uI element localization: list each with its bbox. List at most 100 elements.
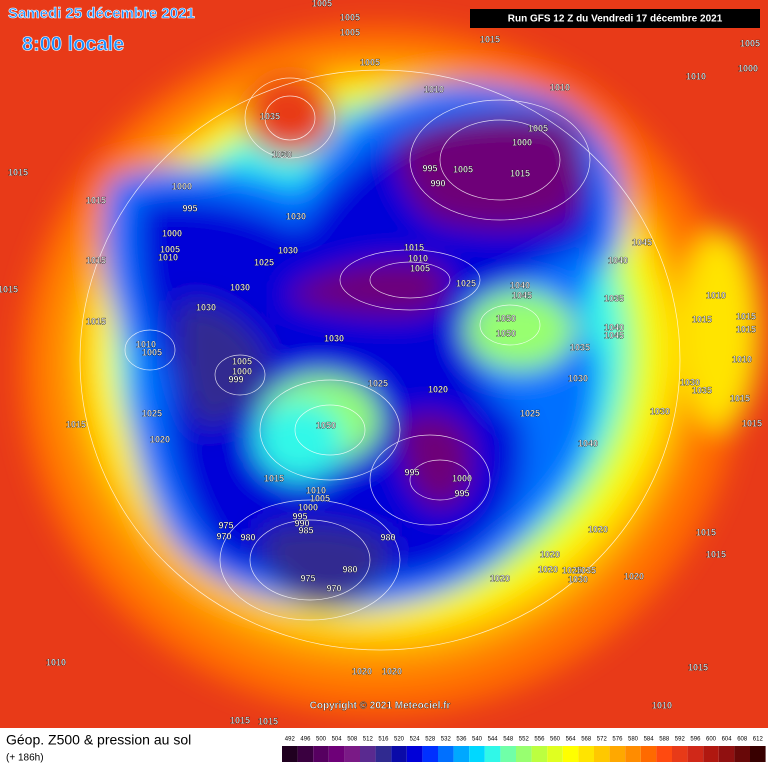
colorbar-swatch <box>391 746 407 762</box>
colorbar-tick-label: 536 <box>456 737 467 743</box>
pressure-label: 1025 <box>520 408 540 418</box>
pressure-label: 1000 <box>738 63 758 73</box>
colorbar-swatch <box>531 746 548 762</box>
pressure-label: 1005 <box>340 12 360 22</box>
colorbar-tick-label: 596 <box>690 737 701 743</box>
pressure-label: 1035 <box>604 293 624 303</box>
pressure-label: 1030 <box>324 333 344 343</box>
colorbar-swatch <box>625 746 641 762</box>
pressure-label: 975 <box>300 573 315 583</box>
colorbar-tick-label: 520 <box>394 737 405 743</box>
pressure-label: 1000 <box>298 502 318 512</box>
colorbar-swatch <box>328 746 345 762</box>
copyright: Copyright © 2021 Meteociel.fr <box>310 701 451 712</box>
pressure-label: 1005 <box>310 493 330 503</box>
pressure-label: 1015 <box>86 255 106 265</box>
pressure-label: 995 <box>422 163 437 173</box>
pressure-label: 1000 <box>172 181 192 191</box>
pressure-label: 1025 <box>142 408 162 418</box>
pressure-label: 980 <box>342 564 357 574</box>
pressure-label: 995 <box>292 511 307 521</box>
pressure-label: 1045 <box>512 290 532 300</box>
pressure-label: 1010 <box>158 252 178 262</box>
pressure-label: 975 <box>218 520 233 530</box>
pressure-label: 1005 <box>232 356 252 366</box>
pressure-label: 1005 <box>528 123 548 133</box>
colorbar-tick-label: 588 <box>659 737 670 743</box>
colorbar-tick-label: 584 <box>644 737 655 743</box>
pressure-label: 1045 <box>632 237 652 247</box>
colorbar-swatch <box>500 746 516 762</box>
pressure-label: 1015 <box>404 242 424 252</box>
pressure-label: 1015 <box>696 527 716 537</box>
colorbar-swatch <box>594 746 610 762</box>
pressure-label: 980 <box>240 532 255 542</box>
pressure-label: 1020 <box>540 549 560 559</box>
colorbar-tick-label: 532 <box>441 737 452 743</box>
pressure-label: 1015 <box>688 662 708 672</box>
pressure-label: 1040 <box>604 322 624 332</box>
pressure-label: 1005 <box>740 38 760 48</box>
colorbar-swatch <box>734 746 750 762</box>
pressure-label: 1020 <box>150 434 170 444</box>
pressure-label: 1015 <box>86 316 106 326</box>
pressure-label: 1010 <box>706 290 726 300</box>
pressure-label: 1020 <box>538 564 558 574</box>
pressure-label: 1015 <box>86 195 106 205</box>
pressure-label: 1035 <box>576 565 596 575</box>
pressure-label: 995 <box>454 488 469 498</box>
pressure-label: 1025 <box>368 378 388 388</box>
pressure-label: 1030 <box>230 282 250 292</box>
colorbar-tick-label: 512 <box>363 737 374 743</box>
colorbar-swatch <box>656 746 672 762</box>
colorbar-swatch <box>750 746 766 762</box>
colorbar-tick-label: 524 <box>410 737 421 743</box>
pressure-label: 1020 <box>352 666 372 676</box>
pressure-label: 1005 <box>453 164 473 174</box>
pressure-label: 1010 <box>686 71 706 81</box>
pressure-label: 1000 <box>452 473 472 483</box>
pressure-label: 1005 <box>340 27 360 37</box>
colorbar-swatch <box>422 746 438 762</box>
pressure-label: 1010 <box>652 700 672 710</box>
pressure-label: 1010 <box>408 253 428 263</box>
colorbar: 492 496 500 504 508 512 516 520 524 528 532 536 540 5… <box>282 737 766 762</box>
date: Samedi 25 décembre 2021 <box>8 5 195 22</box>
time: 8:00 locale <box>22 33 124 55</box>
colorbar-tick-label: 492 <box>285 737 296 743</box>
colorbar-swatch <box>547 746 563 762</box>
pressure-label: 1025 <box>562 565 582 575</box>
isobars <box>79 69 681 651</box>
pressure-label: 990 <box>294 518 309 528</box>
pressure-label: 1030 <box>196 302 216 312</box>
pressure-label: 1020 <box>588 524 608 534</box>
colorbar-swatch <box>516 746 532 762</box>
colorbar-swatch <box>313 746 329 762</box>
colorbar-swatch <box>453 746 470 762</box>
pressure-label: 1020 <box>624 571 644 581</box>
pressure-label: 1000 <box>232 366 252 376</box>
pressure-label: 1030 <box>272 149 292 159</box>
pressure-label: 1030 <box>680 377 700 387</box>
pressure-label: 1030 <box>286 211 306 221</box>
pressure-label: 980 <box>380 532 395 542</box>
pressure-label: 1010 <box>424 84 444 94</box>
colorbar-swatch <box>297 746 314 762</box>
colorbar-swatch <box>562 746 579 762</box>
footer-lead: (+ 186h) <box>6 753 44 764</box>
pressure-label: 1010 <box>306 485 326 495</box>
colorbar-tick-label: 580 <box>628 737 639 743</box>
pressure-label: 1005 <box>142 347 162 357</box>
pressure-label: 1010 <box>550 82 570 92</box>
colorbar-swatch <box>344 746 360 762</box>
pressure-label: 1020 <box>490 573 510 583</box>
pressure-label: 1005 <box>160 244 180 254</box>
pressure-label: 1040 <box>510 280 530 290</box>
run-box <box>470 9 760 28</box>
geopotential-field <box>20 25 760 715</box>
colorbar-tick-label: 528 <box>425 737 436 743</box>
colorbar-tick-label: 568 <box>581 737 592 743</box>
